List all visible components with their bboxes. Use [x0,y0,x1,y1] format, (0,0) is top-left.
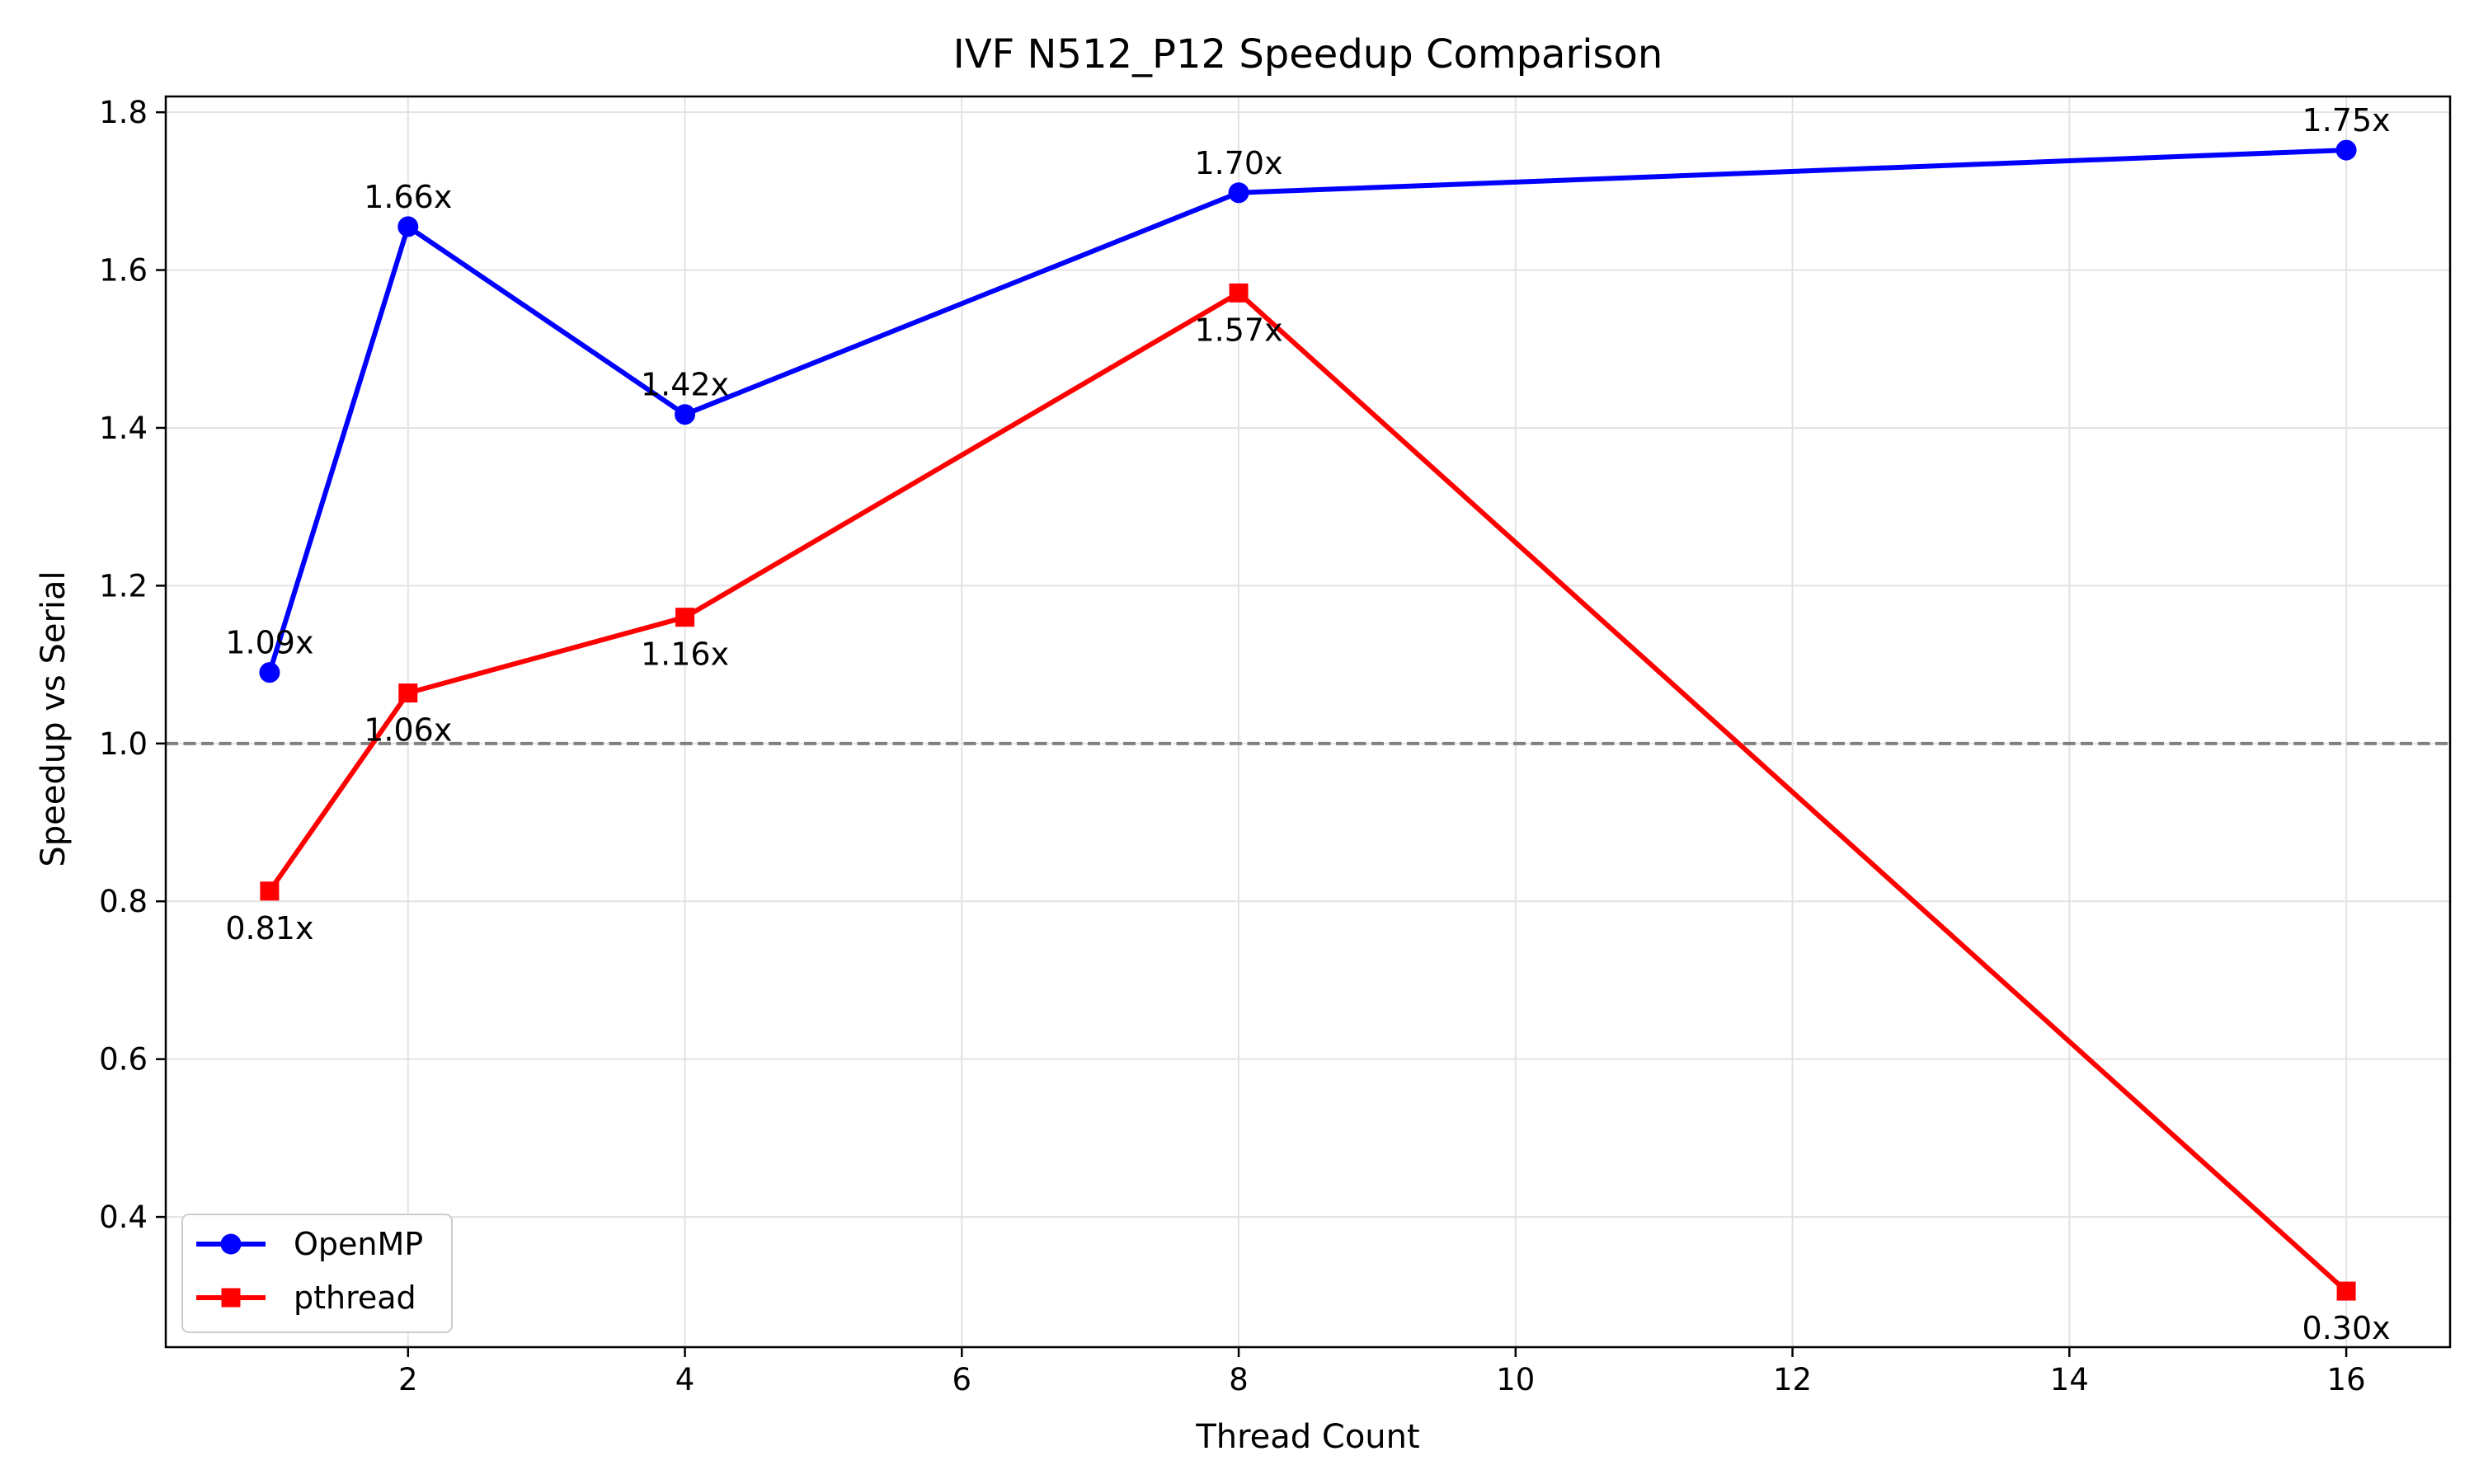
chart-title: IVF N512_P12 Speedup Comparison [953,31,1663,77]
openmp-data-label: 1.09x [225,625,313,661]
x-tick-label: 14 [2050,1362,2089,1397]
x-tick-label: 12 [1773,1362,1812,1397]
legend-label-openmp: OpenMP [294,1226,423,1262]
y-tick-label: 1.4 [99,411,148,446]
pthread-data-label: 1.06x [364,712,452,749]
x-tick-label: 8 [1229,1362,1249,1397]
openmp-data-label: 1.42x [641,367,729,403]
legend-marker-openmp [220,1233,242,1255]
openmp-data-point [1228,182,1249,204]
openmp-data-label: 1.66x [364,179,452,215]
y-tick-label: 0.4 [99,1200,148,1235]
pthread-data-point [260,881,280,901]
pthread-data-label: 0.81x [225,910,313,946]
y-axis-label: Speedup vs Serial [35,571,73,866]
plot-area: 2 4 6 8 10 12 14 16 0.4 0.6 0.8 1.0 1.2 1.4 1.6 1.8 1.09… [99,95,2452,1397]
pthread-data-point [1229,283,1249,303]
plot-frame [164,95,2452,1349]
x-tick-label: 10 [1496,1362,1535,1397]
y-tick-label: 1.6 [99,253,148,289]
openmp-data-point [397,216,419,237]
x-axis-label: Thread Count [1195,1418,1419,1456]
openmp-data-label: 1.75x [2302,102,2391,139]
x-tick-label: 6 [952,1362,972,1397]
y-tick-label: 0.6 [99,1042,148,1078]
pthread-data-point [675,608,695,627]
y-tick-label: 1.0 [99,726,148,762]
pthread-data-label: 1.57x [1195,312,1283,348]
y-tick-label: 1.2 [99,568,148,603]
openmp-data-point [259,662,280,683]
x-tick-label: 4 [675,1362,695,1397]
pthread-data-label: 1.16x [641,636,729,673]
x-tick-label: 16 [2327,1362,2366,1397]
y-tick-label: 1.8 [99,95,148,130]
pthread-data-label: 0.30x [2302,1310,2391,1346]
openmp-data-label: 1.70x [1195,145,1283,181]
pthread-data-point [2336,1281,2356,1301]
legend-marker-pthread [221,1288,241,1308]
y-tick-label: 0.8 [99,884,148,919]
pthread-data-point [398,683,418,703]
openmp-data-point [2335,139,2357,161]
x-tick-label: 2 [398,1362,418,1397]
legend: OpenMP pthread [181,1214,453,1333]
legend-label-pthread: pthread [294,1280,416,1316]
openmp-data-point [675,404,696,425]
